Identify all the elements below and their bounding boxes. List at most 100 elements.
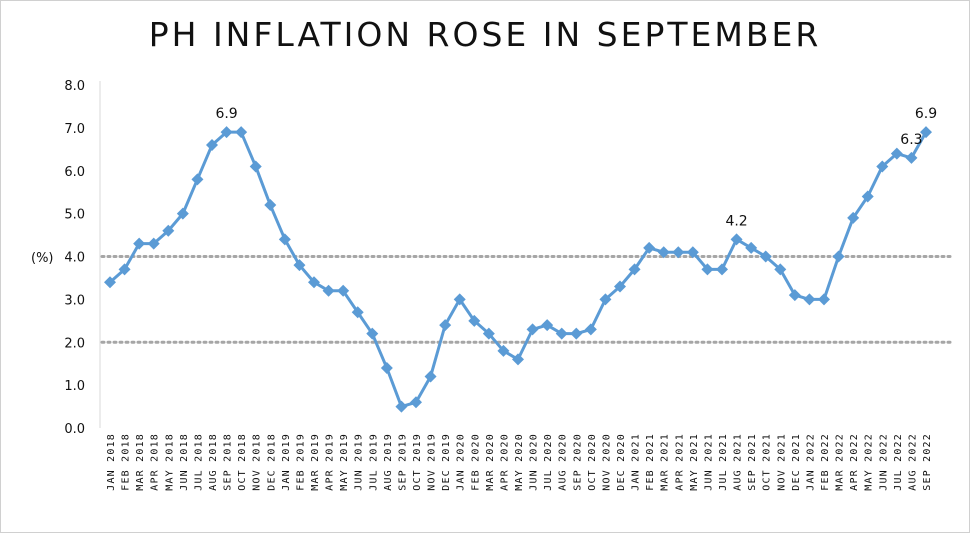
data-point xyxy=(745,241,758,254)
data-point xyxy=(293,259,306,272)
data-point xyxy=(118,263,131,276)
data-point xyxy=(395,400,408,413)
data-point xyxy=(905,151,918,164)
x-tick-label: OCT 2021 xyxy=(762,433,773,491)
data-point xyxy=(701,263,714,276)
x-tick-label: SEP 2018 xyxy=(223,433,234,491)
x-tick-label: SEP 2021 xyxy=(747,433,758,491)
data-point xyxy=(759,250,772,263)
data-point xyxy=(643,241,656,254)
x-tick-label: FEB 2020 xyxy=(470,433,481,491)
data-point xyxy=(235,126,248,139)
x-tick-label: APR 2018 xyxy=(150,433,161,491)
x-tick-label: MAR 2020 xyxy=(485,433,496,491)
x-tick-label: AUG 2022 xyxy=(907,433,918,491)
x-tick-label: APR 2021 xyxy=(674,433,685,491)
data-point xyxy=(657,246,670,259)
x-tick-label: DEC 2020 xyxy=(616,433,627,491)
x-tick-label: NOV 2021 xyxy=(776,433,787,491)
data-point xyxy=(774,263,787,276)
x-tick-label: APR 2022 xyxy=(849,433,860,491)
data-point xyxy=(322,284,335,297)
data-point xyxy=(614,280,626,293)
x-tick-label: MAR 2018 xyxy=(135,433,146,491)
x-tick-label: SEP 2022 xyxy=(922,433,933,491)
y-axis-label: (%) xyxy=(31,251,54,266)
data-point xyxy=(832,250,845,263)
x-tick-label: JUL 2019 xyxy=(368,433,379,491)
data-point xyxy=(453,293,466,306)
data-point xyxy=(439,319,452,332)
x-tick-label: JUL 2021 xyxy=(718,433,729,491)
x-tick-label: AUG 2018 xyxy=(208,433,219,491)
data-point xyxy=(264,199,277,212)
data-point xyxy=(570,327,583,340)
x-tick-label: JUL 2022 xyxy=(893,433,904,491)
data-point xyxy=(686,246,699,259)
x-tick-label: JUN 2020 xyxy=(529,433,540,491)
data-point xyxy=(410,396,422,409)
x-tick-label: MAR 2022 xyxy=(835,433,846,491)
y-tick-label: 5.0 xyxy=(64,208,85,223)
x-tick-label: MAY 2019 xyxy=(339,433,350,491)
x-tick-label: JUN 2021 xyxy=(703,433,714,491)
data-point xyxy=(861,190,874,203)
data-label: 6.9 xyxy=(915,106,937,122)
data-point xyxy=(104,276,116,289)
data-point xyxy=(541,319,554,332)
x-tick-label: OCT 2019 xyxy=(412,433,423,491)
data-point xyxy=(278,233,291,246)
x-tick-label: AUG 2021 xyxy=(733,433,744,491)
data-point xyxy=(672,246,685,259)
data-point xyxy=(526,323,539,336)
data-point xyxy=(920,126,932,139)
x-tick-label: MAY 2020 xyxy=(514,433,525,491)
x-tick-label: DEC 2021 xyxy=(791,433,802,491)
x-tick-label: JUN 2019 xyxy=(354,433,365,491)
data-label: 6.9 xyxy=(215,106,237,122)
x-tick-label: AUG 2019 xyxy=(383,433,394,491)
data-point xyxy=(162,224,175,237)
x-tick-label: NOV 2018 xyxy=(252,433,263,491)
x-tick-label: MAR 2021 xyxy=(660,433,671,491)
data-point xyxy=(206,139,218,152)
x-tick-label: JUL 2018 xyxy=(193,433,204,491)
data-point xyxy=(716,263,728,276)
data-point xyxy=(584,323,597,336)
x-tick-label: JAN 2021 xyxy=(631,433,642,491)
y-tick-label: 4.0 xyxy=(64,251,85,266)
x-tick-label: JAN 2018 xyxy=(106,433,117,491)
data-point xyxy=(730,233,743,246)
x-tick-label: MAR 2019 xyxy=(310,433,321,491)
data-point xyxy=(424,370,437,383)
data-point xyxy=(351,306,364,319)
data-point xyxy=(133,237,146,250)
data-point xyxy=(628,263,641,276)
data-point xyxy=(191,173,204,186)
chart-title: PH INFLATION ROSE IN SEPTEMBER xyxy=(148,15,822,54)
data-point xyxy=(803,293,816,306)
data-point xyxy=(599,293,612,306)
x-tick-label: JAN 2022 xyxy=(805,433,816,491)
plot-area: 6.9 4.2 6.3 6.9 xyxy=(104,106,937,413)
x-tick-label: APR 2020 xyxy=(499,433,510,491)
y-tick-label: 7.0 xyxy=(64,122,85,137)
x-tick-label: DEC 2019 xyxy=(441,433,452,491)
x-tick-label: JUN 2022 xyxy=(878,433,889,491)
data-label: 4.2 xyxy=(725,213,747,229)
x-tick-label: FEB 2022 xyxy=(820,433,831,491)
data-point xyxy=(890,147,903,160)
x-tick-label: MAY 2018 xyxy=(164,433,175,491)
x-tick-label: FEB 2019 xyxy=(295,433,306,491)
data-point xyxy=(497,344,510,357)
x-tick-label: AUG 2020 xyxy=(558,433,569,491)
x-tick-label: JAN 2019 xyxy=(281,433,292,491)
data-point xyxy=(788,289,801,302)
y-tick-label: 3.0 xyxy=(64,293,85,308)
x-tick-label: SEP 2020 xyxy=(572,433,583,491)
x-tick-label: NOV 2020 xyxy=(601,433,612,491)
x-tick-label: JUL 2020 xyxy=(543,433,554,491)
x-tick-label: MAY 2021 xyxy=(689,433,700,491)
